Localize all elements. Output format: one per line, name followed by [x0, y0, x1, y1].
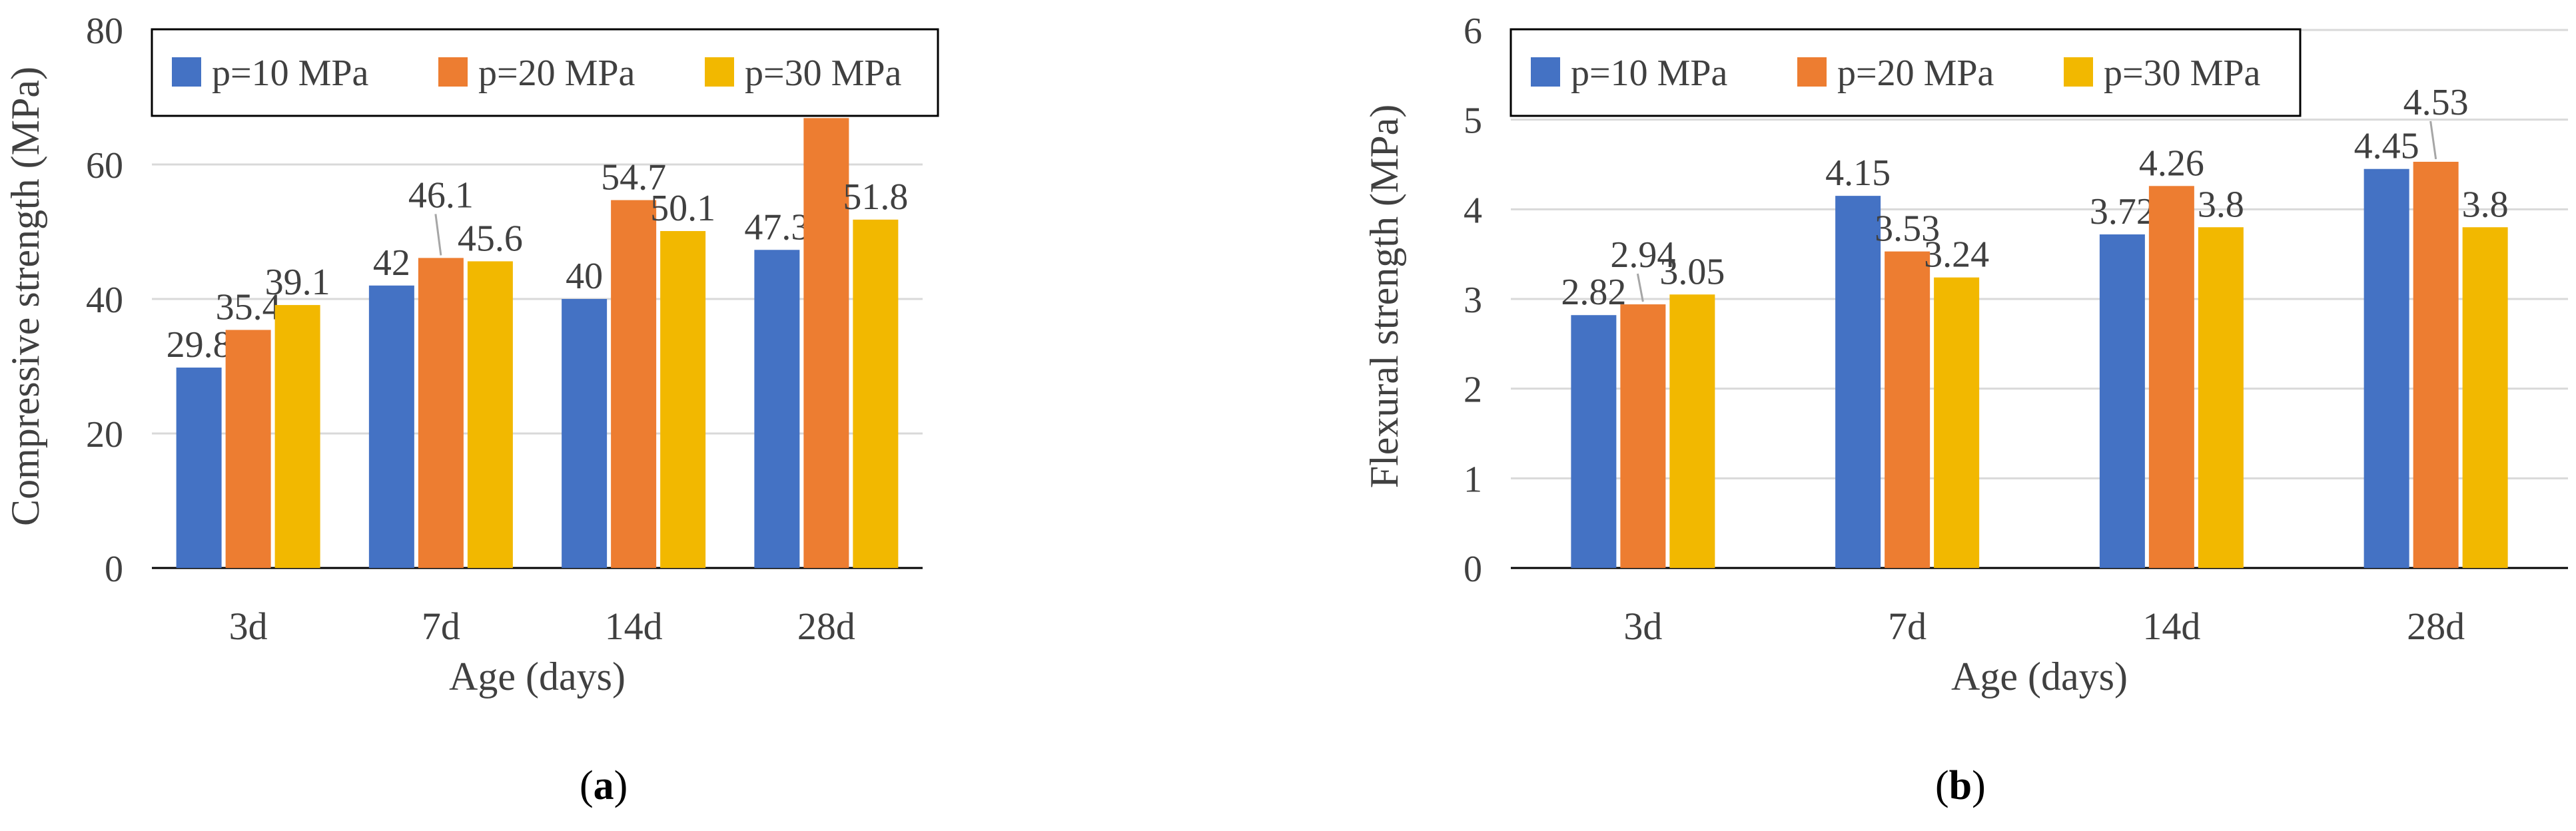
data-label-leader [434, 214, 442, 256]
legend-box [151, 28, 939, 117]
bar [2099, 234, 2145, 568]
y-axis-title: Flexural strength (MPa) [1362, 105, 1406, 489]
data-label: 39.1 [265, 262, 330, 303]
x-tick-label: 7d [1888, 605, 1927, 648]
bar [611, 200, 657, 568]
x-axis-title: Age (days) [449, 655, 626, 698]
data-label: 3.72 [2090, 191, 2155, 232]
legend-swatch [1531, 57, 1560, 87]
bar [467, 261, 513, 568]
data-label: 35.4 [216, 286, 281, 328]
data-label-leader [2429, 121, 2437, 160]
bar [1571, 315, 1617, 568]
data-label: 4.45 [2354, 126, 2419, 167]
data-label: 3.8 [2462, 184, 2509, 225]
subfigure-label-a: (a) [580, 763, 628, 808]
legend-entry: p=10 MPa [212, 53, 369, 94]
data-label: 3.8 [2198, 184, 2244, 225]
bar [176, 368, 222, 568]
data-label: 45.6 [458, 218, 523, 259]
legend-entry: p=20 MPa [1837, 53, 1994, 94]
y-tick-label: 4 [1464, 190, 1482, 231]
data-label: 3.05 [1659, 251, 1725, 292]
bar [2363, 168, 2409, 568]
bar [660, 230, 706, 568]
data-label-leader [1636, 273, 1644, 302]
bar [2148, 186, 2194, 568]
legend-swatch [172, 57, 201, 87]
bar [2462, 227, 2508, 568]
x-tick-label: 7d [422, 605, 460, 648]
legend-entry: p=20 MPa [478, 53, 636, 94]
data-label: 4.53 [2403, 82, 2469, 123]
legend-swatch [438, 57, 468, 87]
bar [368, 285, 414, 568]
data-label: 42 [373, 242, 410, 284]
x-tick-label: 3d [1623, 605, 1662, 648]
data-label: 4.26 [2139, 142, 2204, 184]
bar [562, 299, 608, 568]
x-axis-title: Age (days) [1951, 655, 2128, 698]
data-label: 47.3 [744, 206, 809, 248]
bar [1885, 251, 1931, 568]
y-tick-label: 80 [86, 11, 123, 52]
legend-swatch [2064, 57, 2093, 87]
data-label: 2.94 [1610, 234, 1675, 276]
data-label: 50.1 [650, 188, 715, 229]
legend-box [1509, 28, 2302, 117]
bar [418, 258, 464, 568]
y-tick-label: 5 [1464, 101, 1482, 142]
y-tick-label: 3 [1464, 280, 1482, 321]
data-label: 54.7 [601, 157, 666, 198]
legend-entry: p=30 MPa [745, 53, 902, 94]
bar [1934, 277, 1980, 568]
x-tick-label: 14d [605, 605, 663, 648]
y-tick-label: 2 [1464, 370, 1482, 411]
data-label: 4.15 [1825, 152, 1891, 194]
data-label: 51.8 [843, 176, 908, 218]
x-tick-label: 3d [229, 605, 268, 648]
data-label: 3.53 [1875, 208, 1940, 250]
y-tick-label: 40 [86, 280, 123, 321]
bar [1669, 294, 1715, 568]
legend-entry: p=30 MPa [2104, 53, 2261, 94]
bar [225, 330, 271, 568]
bar [1835, 196, 1881, 569]
data-label: 2.82 [1561, 272, 1626, 313]
data-label: 3.24 [1924, 234, 1989, 276]
bar [2198, 227, 2244, 568]
y-tick-label: 1 [1464, 459, 1482, 500]
data-label: 29.8 [167, 324, 232, 366]
bar [2413, 161, 2459, 568]
y-axis-title: Compressive strength (MPa) [3, 67, 47, 526]
y-tick-label: 6 [1464, 11, 1482, 52]
x-tick-label: 28d [797, 605, 855, 648]
x-tick-label: 28d [2407, 605, 2465, 648]
bar [754, 250, 800, 568]
bar [1620, 304, 1666, 568]
y-tick-label: 60 [86, 145, 123, 186]
legend-entry: p=10 MPa [1571, 53, 1728, 94]
legend-swatch [1797, 57, 1827, 87]
y-tick-label: 0 [1464, 549, 1482, 590]
bar [803, 118, 849, 568]
y-tick-label: 0 [105, 549, 123, 590]
bar [274, 305, 320, 568]
legend-swatch [705, 57, 734, 87]
subfigure-label-b: (b) [1935, 763, 1986, 808]
data-label: 40 [566, 256, 603, 297]
y-tick-label: 20 [86, 414, 123, 455]
data-label: 46.1 [408, 174, 474, 216]
bar [853, 219, 899, 568]
x-tick-label: 14d [2142, 605, 2200, 648]
